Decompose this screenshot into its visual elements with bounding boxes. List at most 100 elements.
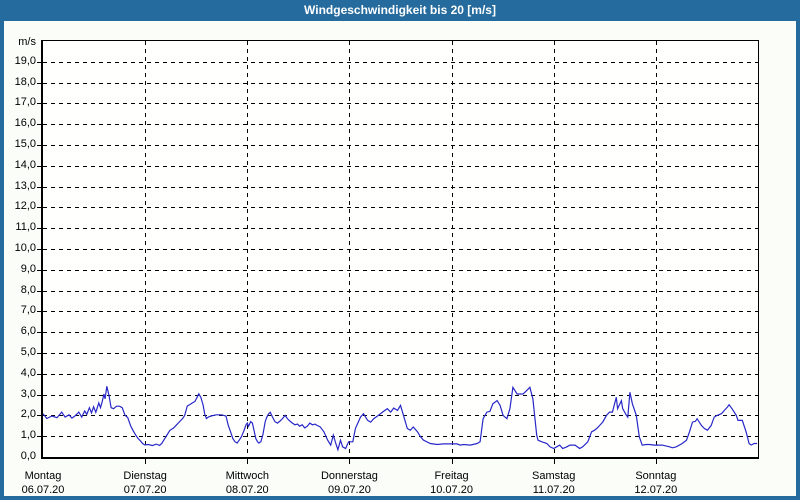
h-gridline [43,332,758,334]
y-axis-tick-label: 9,0 [20,262,36,275]
y-axis-tick [37,145,41,146]
h-gridline [43,373,758,375]
plot-area [37,40,759,464]
x-axis-date-label: 11.07.20 [532,484,575,496]
y-axis-tick-label: 16,0 [14,117,36,130]
h-gridline [43,124,758,126]
y-axis-tick [37,269,41,271]
v-gridline [145,41,147,457]
y-axis-tick [37,332,41,334]
h-gridline [43,228,758,230]
y-axis-tick-label: 8,0 [20,283,36,296]
x-axis-day-block: Samstag 11.07.20 [509,469,599,497]
y-axis-tick [37,394,41,396]
y-axis-tick [37,373,41,375]
y-axis-tick-label: 6,0 [20,325,36,338]
y-axis-tick-label: 11,0 [15,221,36,234]
h-gridline [43,103,758,105]
y-axis-tick [37,82,41,84]
v-gridline [349,41,351,457]
x-axis-tick [247,459,249,464]
x-axis-day-block: Donnerstag 09.07.20 [304,469,394,497]
y-axis-tick [37,228,41,230]
y-axis-tick-label: 3,0 [20,387,36,400]
y-axis-tick-label: 10,0 [14,242,36,254]
x-axis-tick [145,459,147,464]
y-axis-tick [37,290,41,292]
x-axis-date-label: 08.07.20 [225,484,269,496]
x-axis-day-label: Montag [24,470,62,482]
x-axis-day-label: Samstag [531,470,576,482]
h-gridline [43,207,758,209]
h-gridline [43,394,758,396]
v-gridline [655,41,657,457]
x-axis-day-block: Dienstag 07.07.20 [100,469,190,497]
y-axis-tick [37,61,41,63]
y-axis-tick-label: 15,0 [14,138,36,150]
y-axis-unit-label: m/s [18,36,36,48]
h-gridline [43,61,758,63]
y-axis-tick [37,186,41,188]
y-axis-tick-label: 14,0 [14,158,36,171]
y-axis-tick-label: 13,0 [14,179,36,192]
h-gridline [43,311,758,313]
y-axis-tick-label: 7,0 [20,304,36,317]
x-axis-day-label: Dienstag [123,470,167,482]
y-axis-tick-label: 1,0 [20,429,36,442]
y-axis-tick-label: 2,0 [20,408,36,421]
x-axis-day-label: Freitag [434,470,469,482]
h-gridline [43,249,758,250]
window-titlebar: Windgeschwindigkeit bis 20 [m/s] [0,0,800,21]
y-axis-tick [37,165,41,167]
y-axis-tick [37,311,41,313]
x-axis-date-label: 07.07.20 [123,484,167,496]
h-gridline [43,436,758,438]
x-axis-date-label: 10.07.20 [430,484,473,496]
y-axis-tick [37,353,41,354]
x-axis-tick [553,459,555,464]
x-axis-day-block: Mittwoch 08.07.20 [202,469,292,497]
wind-speed-line [43,385,758,452]
y-axis-tick [37,415,41,417]
y-axis-tick [37,249,41,250]
x-axis-day-label: Donnerstag [320,470,378,482]
y-axis-tick-label: 17,0 [14,96,36,109]
y-axis-tick-label: 19,0 [14,54,36,67]
x-axis-day-label: Mittwoch [225,470,269,482]
y-axis-tick [37,124,41,126]
y-axis-tick-label: 18,0 [14,75,36,88]
h-gridline [43,269,758,271]
x-axis-tick [349,459,351,464]
h-gridline [43,165,758,167]
x-axis-tick [451,459,453,464]
x-axis-date-label: 09.07.20 [328,484,371,496]
h-gridline [43,186,758,188]
x-axis-date-label: 12.07.20 [634,484,678,496]
wind-speed-series [43,385,758,452]
y-axis-tick [37,436,41,438]
x-axis-date-label: 06.07.20 [21,484,65,496]
h-gridline [43,353,758,354]
y-axis-tick [37,207,41,209]
x-axis-labels: Montag 06.07.20 Dienstag 07.07.20 Mittwoch 08… [22,461,759,497]
x-axis-day-label: Sonntag [635,470,677,482]
y-axis-tick-label: 0,0 [20,450,36,462]
y-axis-tick [37,103,41,105]
v-gridline [553,41,555,457]
h-gridline [43,82,758,84]
v-gridline [247,41,249,457]
x-axis-tick [655,459,657,464]
h-gridline [43,290,758,292]
x-axis-day-block: Montag 06.07.20 [0,469,88,497]
y-axis-tick-label: 4,0 [20,366,36,379]
window-title: Windgeschwindigkeit bis 20 [m/s] [304,3,496,17]
x-axis-day-block: Sonntag 12.07.20 [611,469,701,497]
y-axis-labels: m/s 19,0 18,0 17,0 16,0 15,0 14,0 13,0 12,0 11,0… [4,36,37,462]
y-axis-tick-label: 5,0 [20,346,36,358]
h-gridline [43,415,758,417]
y-axis-tick-label: 12,0 [14,200,36,213]
v-gridline [451,41,453,457]
h-gridline [43,145,758,146]
x-axis-day-block: Freitag 10.07.20 [407,469,497,497]
